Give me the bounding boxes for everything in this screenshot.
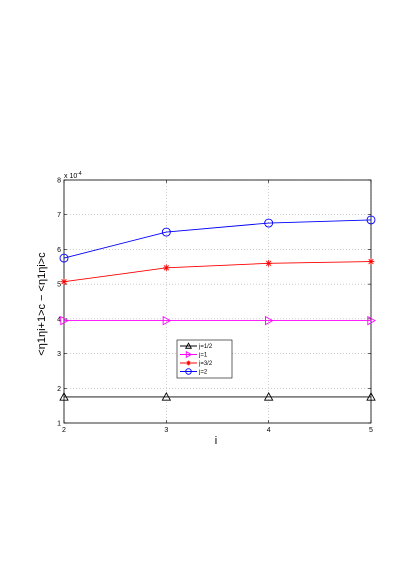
y-multiplier-label: x 10-4 <box>64 171 82 180</box>
legend-label: j=1 <box>198 353 208 359</box>
star-stroke <box>265 260 272 267</box>
legend: j=1/2 j=1 j=3/2 j=2 <box>176 339 233 379</box>
y-tick-label: 3 <box>57 351 61 358</box>
data-point-circle <box>264 218 274 228</box>
x-tick-label: 2 <box>62 427 66 434</box>
legend-entry: j=3/2 <box>180 360 213 367</box>
data-point-star <box>60 278 68 286</box>
series-j=1/2 <box>59 392 376 401</box>
star-stroke <box>368 258 374 265</box>
y-tick-label: 7 <box>57 212 61 219</box>
x-tick-label: 5 <box>369 427 373 434</box>
y-tick-label: 8 <box>57 178 61 185</box>
data-point-star <box>265 259 273 267</box>
star-stroke <box>163 265 170 271</box>
legend-label: j=2 <box>198 370 208 376</box>
star-stroke <box>61 279 67 285</box>
y-axis-label: <η1ηi+1>c − <η1ηi>c <box>36 252 48 356</box>
data-point-star <box>186 360 191 366</box>
data-point-triangle <box>366 392 376 401</box>
y-tick-label: 4 <box>57 316 61 323</box>
data-point-triangle <box>185 350 193 359</box>
series-line <box>63 219 372 259</box>
legend-entry: j=1/2 <box>180 342 213 350</box>
data-point-circle <box>59 253 69 263</box>
x-axis-label: i <box>215 435 217 447</box>
star-stroke <box>186 361 191 365</box>
data-point-triangle <box>265 315 274 326</box>
legend-label: j=3/2 <box>198 361 213 367</box>
plot-area-frame <box>63 179 372 424</box>
series-j=1 <box>60 315 376 326</box>
x-tick-label: 4 <box>267 427 271 434</box>
data-point-triangle <box>367 315 376 326</box>
grid <box>63 179 372 424</box>
data-point-star <box>367 258 375 265</box>
series-line <box>63 261 372 283</box>
data-point-triangle <box>162 315 172 326</box>
data-point-circle <box>161 227 171 237</box>
legend-entry: j=2 <box>180 368 208 376</box>
legend-entry: j=1 <box>180 350 208 359</box>
series-j=3/2 <box>60 258 375 286</box>
series-j=2 <box>59 215 376 263</box>
data-point-circle <box>185 368 192 375</box>
legend-label: j=1/2 <box>198 344 213 350</box>
x-tick-label: 3 <box>164 427 168 434</box>
data-point-triangle <box>60 315 69 326</box>
y-tick-label: 5 <box>57 282 61 289</box>
y-tick-label: 2 <box>57 386 61 393</box>
data-point-triangle <box>59 392 69 401</box>
y-tick-label: 1 <box>57 421 61 428</box>
data-point-triangle <box>184 342 193 349</box>
data-point-triangle <box>161 392 172 401</box>
y-tick-label: 6 <box>57 247 61 254</box>
data-point-star <box>162 264 170 272</box>
data-point-triangle <box>263 392 274 401</box>
data-point-circle <box>366 215 376 225</box>
series-group <box>59 215 376 401</box>
